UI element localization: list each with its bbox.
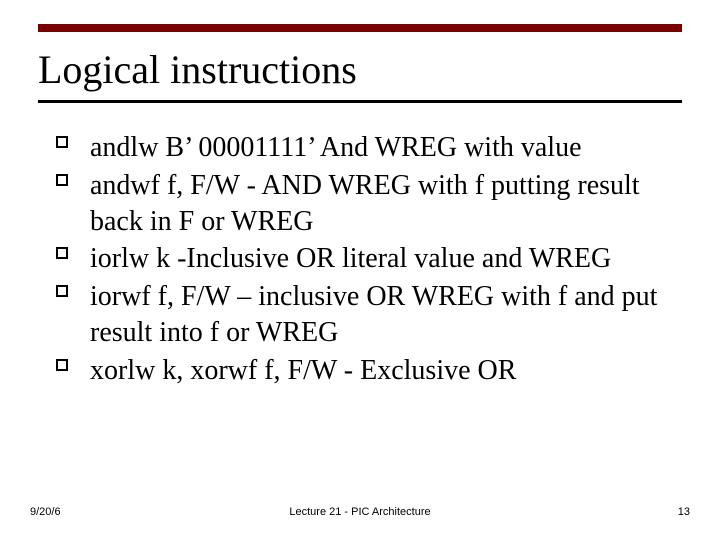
square-bullet-icon [56, 136, 68, 148]
list-item-text: iorwf f, F/W – inclusive OR WREG with f … [90, 281, 657, 348]
footer-title: Lecture 21 - PIC Architecture [0, 506, 720, 518]
square-bullet-icon [56, 285, 68, 297]
list-item-text: andlw B’ 00001111’ And WREG with value [90, 132, 582, 163]
square-bullet-icon [56, 174, 68, 186]
list-item: iorlw k -Inclusive OR literal value and … [56, 241, 688, 277]
list-item-text: xorlw k, xorwf f, F/W - Exclusive OR [90, 355, 516, 386]
list-item-text: andwf f, F/W - AND WREG with f putting r… [90, 170, 640, 237]
title-underline [38, 100, 682, 103]
list-item-text: iorlw k -Inclusive OR literal value and … [90, 243, 611, 274]
list-item: iorwf f, F/W – inclusive OR WREG with f … [56, 279, 688, 351]
bullet-list: andlw B’ 00001111’ And WREG with value a… [56, 130, 688, 391]
square-bullet-icon [56, 247, 68, 259]
list-item: andwf f, F/W - AND WREG with f putting r… [56, 168, 688, 240]
slide-footer: 9/20/6 Lecture 21 - PIC Architecture 13 [0, 502, 720, 518]
list-item: xorlw k, xorwf f, F/W - Exclusive OR [56, 353, 688, 389]
slide: Logical instructions andlw B’ 00001111’ … [0, 0, 720, 540]
footer-page-number: 13 [678, 506, 690, 518]
square-bullet-icon [56, 359, 68, 371]
list-item: andlw B’ 00001111’ And WREG with value [56, 130, 688, 166]
top-rule-decoration [38, 24, 682, 32]
slide-title: Logical instructions [38, 48, 682, 92]
